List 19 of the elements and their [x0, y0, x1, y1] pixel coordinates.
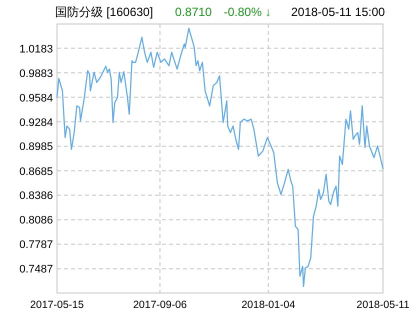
y-tick-label: 0.7487 [19, 264, 53, 276]
y-tick-label: 0.8985 [19, 141, 53, 154]
y-tick-label: 0.9883 [19, 68, 53, 80]
chart-title: 国防分级 [160630] [55, 5, 154, 19]
text: -0.80% ↓ [224, 5, 272, 19]
y-tick-label: 0.9584 [19, 92, 53, 104]
y-tick-label: 0.8086 [19, 214, 53, 227]
line-series [56, 28, 384, 288]
x-tick-label: 2017-09-06 [133, 299, 187, 311]
y-tick-label: 0.7787 [19, 239, 53, 252]
y-tick-label: 0.8685 [19, 166, 53, 178]
y-tick-label: 0.9284 [19, 116, 53, 129]
text: 0.8710 [175, 5, 212, 19]
x-tick-label: 2018-01-04 [241, 299, 296, 311]
y-tick-label: 1.0183 [19, 43, 53, 56]
x-tick-label: 2018-05-11 [356, 299, 410, 311]
y-tick-label: 0.8386 [19, 190, 53, 202]
text: 2018-05-11 15:00 [291, 5, 386, 19]
x-tick-label: 2017-05-15 [30, 299, 84, 311]
